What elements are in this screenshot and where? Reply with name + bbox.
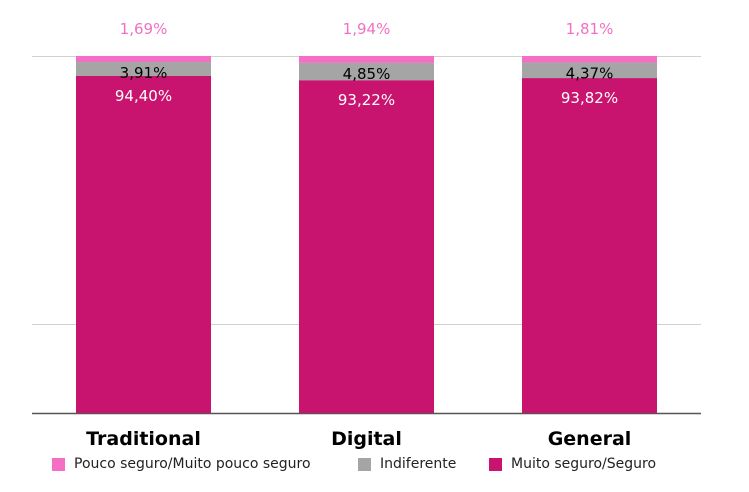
legend-label-indiferente: Indiferente (380, 456, 457, 472)
data-label-digital-muito-seguro: 93,22% (338, 91, 395, 109)
data-label-general-muito-seguro: 93,82% (561, 89, 618, 107)
bar-segment-general-1 (522, 62, 657, 79)
bar-segment-digital-0 (299, 80, 434, 414)
legend-item-pouco-seguro: Pouco seguro/Muito pouco seguro (52, 456, 311, 472)
legend-swatch-muito-seguro (489, 457, 502, 471)
data-label-traditional-muito-seguro: 94,40% (115, 87, 172, 105)
legend-label-pouco-seguro: Pouco seguro/Muito pouco seguro (74, 456, 311, 472)
bar-segment-traditional-1 (76, 62, 211, 76)
data-label-traditional-pouco-seguro: 1,69% (120, 20, 168, 38)
legend-label-muito-seguro: Muito seguro/Seguro (511, 456, 657, 472)
legend-swatch-indiferente (358, 457, 371, 471)
data-label-digital-pouco-seguro: 1,94% (343, 20, 391, 38)
chart-x-tick-labels: Traditional Digital General (86, 428, 631, 450)
data-label-traditional-indiferente: 3,91% (120, 64, 168, 82)
bar-segment-general-2 (522, 56, 657, 63)
bar-segment-traditional-2 (76, 56, 211, 63)
bar-segment-digital-2 (299, 55, 434, 63)
x-tick-label-digital: Digital (331, 428, 402, 450)
legend-swatch-pouco-seguro (52, 457, 65, 471)
legend-item-indiferente: Indiferente (358, 456, 456, 472)
data-label-digital-indiferente: 4,85% (343, 65, 391, 83)
data-label-general-indiferente: 4,37% (566, 64, 614, 82)
legend-item-muito-seguro: Muito seguro/Seguro (489, 456, 656, 472)
x-tick-label-general: General (548, 428, 632, 450)
chart-bars (76, 55, 657, 414)
x-tick-label-traditional: Traditional (86, 428, 201, 450)
bar-segment-digital-1 (299, 62, 434, 81)
bar-segment-general-0 (522, 78, 657, 414)
chart-data-labels: 94,40% 3,91% 1,69% 93,22% 4,85% 1,94% 93,82% 4,… (115, 20, 618, 109)
data-label-general-pouco-seguro: 1,81% (566, 20, 614, 38)
chart-legend: Pouco seguro/Muito pouco seguro Indifere… (0, 456, 749, 478)
bar-segment-traditional-0 (76, 75, 211, 413)
